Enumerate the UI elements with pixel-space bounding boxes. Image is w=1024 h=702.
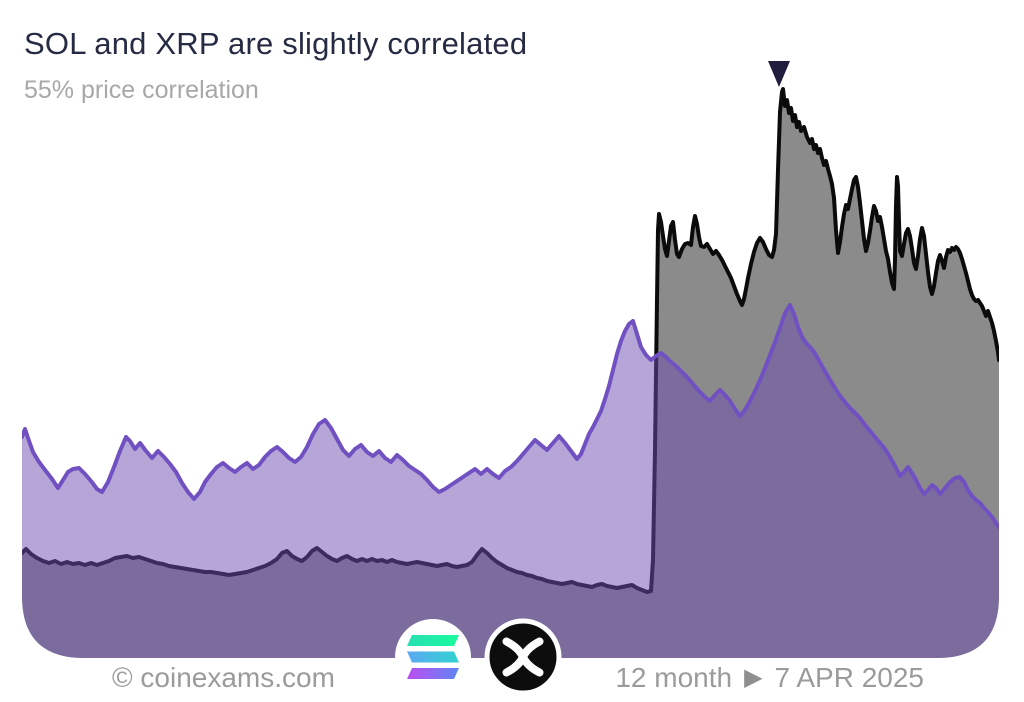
- play-icon: ▶: [744, 664, 763, 691]
- peak-marker-icon: [768, 61, 790, 87]
- chart-header: SOL and XRP are slightly correlated 55% …: [24, 26, 527, 105]
- page-subtitle: 55% price correlation: [24, 76, 259, 104]
- xrp-logo-icon: [484, 618, 562, 696]
- page-title: SOL and XRP are slightly correlated: [24, 26, 528, 61]
- date-range-label: 12 month ▶ 7 APR 2025: [615, 662, 924, 694]
- range-label: 12 month: [615, 662, 733, 693]
- sol-line: [22, 303, 999, 529]
- end-date-label: 7 APR 2025: [774, 662, 924, 693]
- copyright-text: © coinexams.com: [112, 662, 335, 693]
- solana-logo-icon: [395, 619, 471, 695]
